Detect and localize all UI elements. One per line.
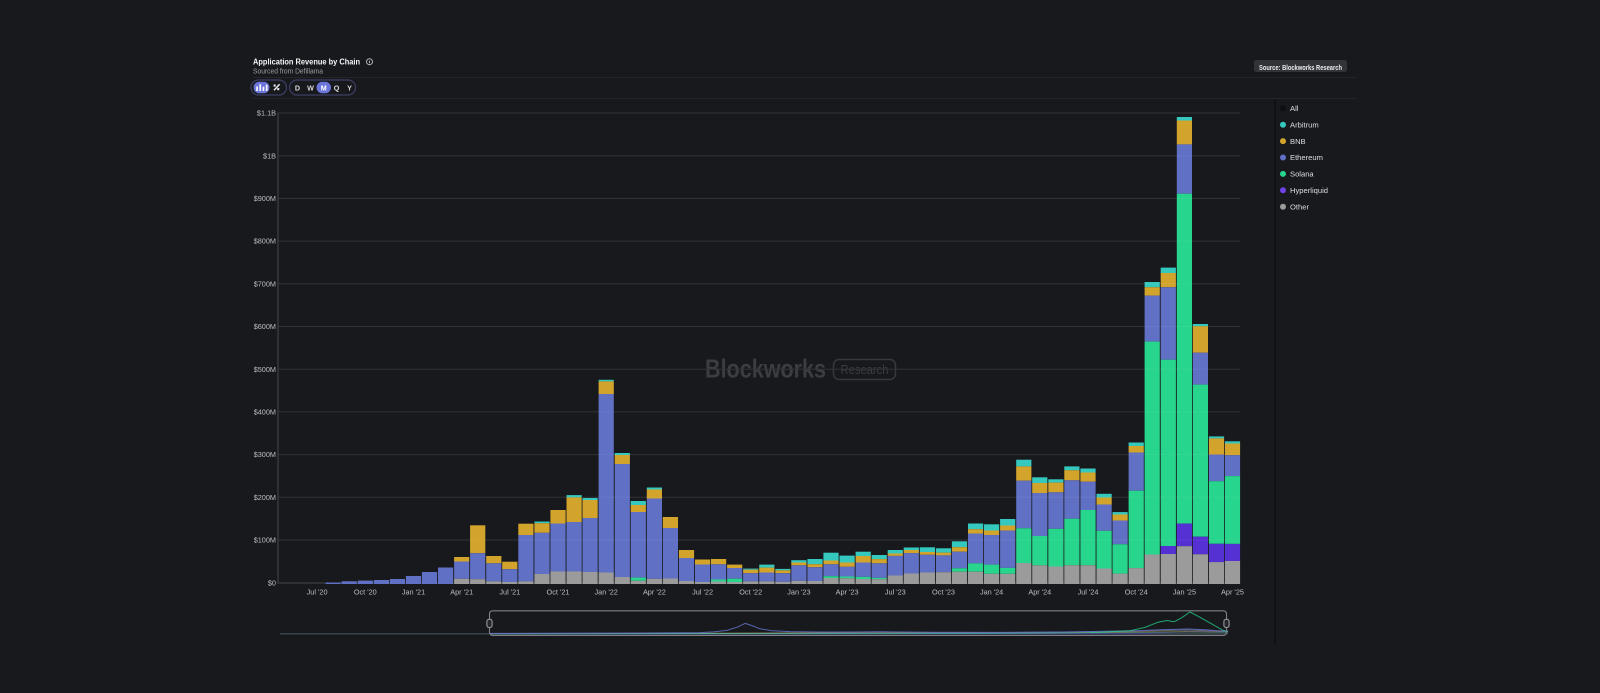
svg-text:W: W: [307, 83, 314, 92]
svg-text:$800M: $800M: [254, 237, 276, 246]
svg-text:Jan '23: Jan '23: [787, 588, 810, 597]
svg-text:Q: Q: [334, 83, 340, 92]
svg-text:Apr '23: Apr '23: [836, 588, 859, 597]
svg-text:Arbitrum: Arbitrum: [1290, 120, 1319, 129]
svg-text:$0: $0: [268, 578, 276, 587]
svg-text:Oct '20: Oct '20: [354, 588, 377, 597]
svg-text:All: All: [1290, 104, 1299, 113]
svg-text:Jul '20: Jul '20: [307, 588, 328, 597]
svg-text:$100M: $100M: [254, 536, 276, 545]
svg-text:Blockworks: Blockworks: [705, 354, 826, 384]
svg-text:Source: Blockworks Research: Source: Blockworks Research: [1259, 65, 1342, 72]
svg-text:Oct '24: Oct '24: [1125, 588, 1148, 597]
svg-text:Jan '21: Jan '21: [402, 588, 425, 597]
svg-text:Oct '21: Oct '21: [547, 588, 570, 597]
svg-text:$500M: $500M: [254, 365, 276, 374]
svg-text:Research: Research: [841, 363, 889, 377]
svg-text:Jul '22: Jul '22: [692, 588, 713, 597]
svg-text:Jul '21: Jul '21: [499, 588, 520, 597]
svg-text:Jan '22: Jan '22: [595, 588, 618, 597]
svg-text:$600M: $600M: [254, 322, 276, 331]
svg-text:Jul '24: Jul '24: [1078, 588, 1099, 597]
svg-text:Other: Other: [1290, 202, 1309, 211]
svg-text:Apr '22: Apr '22: [643, 588, 666, 597]
svg-text:Apr '24: Apr '24: [1028, 588, 1051, 597]
svg-text:Y: Y: [347, 83, 352, 92]
svg-text:Application Revenue by Chain: Application Revenue by Chain: [253, 56, 360, 66]
svg-text:Oct '23: Oct '23: [932, 588, 955, 597]
svg-text:M: M: [321, 83, 327, 92]
svg-text:$700M: $700M: [254, 279, 276, 288]
svg-text:$200M: $200M: [254, 493, 276, 502]
svg-text:Jan '25: Jan '25: [1173, 588, 1196, 597]
svg-text:Apr '21: Apr '21: [450, 588, 473, 597]
svg-text:$1.1B: $1.1B: [257, 109, 276, 118]
svg-text:Sourced from Defillama: Sourced from Defillama: [253, 69, 323, 76]
svg-text:Apr '25: Apr '25: [1221, 588, 1244, 597]
svg-text:$300M: $300M: [254, 450, 276, 459]
svg-text:Jan '24: Jan '24: [980, 588, 1003, 597]
svg-text:BNB: BNB: [1290, 137, 1306, 146]
svg-text:$900M: $900M: [254, 194, 276, 203]
svg-text:Jul '23: Jul '23: [885, 588, 906, 597]
svg-text:D: D: [295, 83, 300, 92]
svg-text:Hyperliquid: Hyperliquid: [1290, 186, 1328, 195]
svg-text:Ethereum: Ethereum: [1290, 153, 1323, 162]
svg-text:Solana: Solana: [1290, 170, 1314, 179]
svg-text:$1B: $1B: [263, 151, 276, 160]
svg-text:$400M: $400M: [254, 408, 276, 417]
svg-text:Oct '22: Oct '22: [739, 588, 762, 597]
